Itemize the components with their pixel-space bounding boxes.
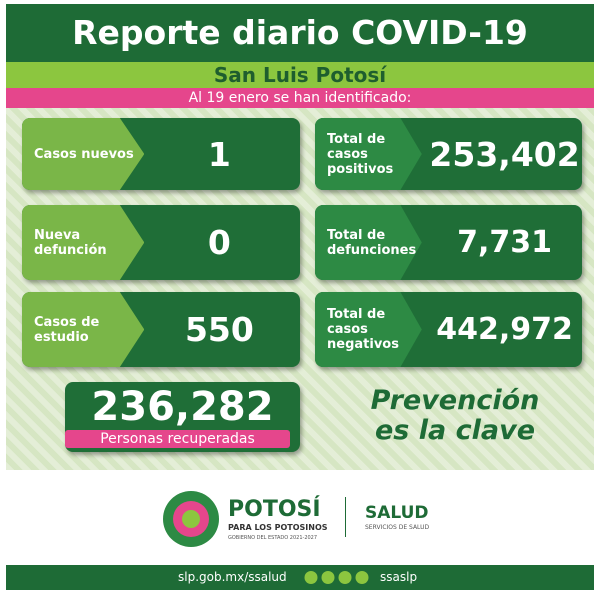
recovered-card: 236,282 Personas recuperadas bbox=[65, 382, 300, 452]
region: San Luis Potosí bbox=[6, 62, 594, 88]
logo-subtitle: PARA LOS POTOSINOS bbox=[228, 523, 328, 532]
website: slp.gob.mx/ssalud bbox=[178, 570, 287, 584]
card-value: 7,731 bbox=[457, 225, 553, 260]
title: Reporte diario COVID-19 bbox=[6, 4, 594, 62]
card-label: Total de defunciones bbox=[315, 205, 422, 280]
slogan-line: es la clave bbox=[374, 415, 536, 446]
agency-caption: SERVICIOS DE SALUD bbox=[365, 524, 430, 531]
card-label: Casos nuevos bbox=[22, 118, 145, 190]
recovered-value: 236,282 bbox=[91, 384, 274, 430]
card-label: Total de casos negativos bbox=[315, 292, 422, 367]
recovered-label: Personas recuperadas bbox=[65, 430, 290, 448]
card: Nueva defunción 0 bbox=[22, 205, 300, 280]
social-icons bbox=[304, 571, 369, 584]
footer-bar: slp.gob.mx/ssalud ssaslp bbox=[6, 565, 594, 590]
card: Casos de estudio 550 bbox=[22, 292, 300, 367]
agency: SALUD bbox=[365, 503, 429, 523]
card-value: 1 bbox=[207, 134, 231, 174]
logo-caption: GOBIERNO DEL ESTADO 2021-2027 bbox=[228, 535, 318, 541]
card-value: 0 bbox=[207, 223, 231, 262]
divider bbox=[345, 497, 346, 537]
state-emblem bbox=[163, 491, 219, 547]
slogan: Prevención es la clave bbox=[320, 386, 590, 446]
social-handle: ssaslp bbox=[380, 570, 418, 584]
card-label: Casos de estudio bbox=[22, 292, 145, 367]
card: Total de casos positivos 253,402 bbox=[315, 118, 582, 190]
logo-title: POTOSÍ bbox=[228, 497, 321, 522]
card-label: Nueva defunción bbox=[22, 205, 145, 280]
slogan-line: Prevención bbox=[370, 385, 540, 416]
card: Total de casos negativos 442,972 bbox=[315, 292, 582, 367]
card: Total de defunciones 7,731 bbox=[315, 205, 582, 280]
card-label: Total de casos positivos bbox=[315, 118, 422, 190]
date-line: Al 19 enero se han identificado: bbox=[6, 88, 594, 108]
card-value: 442,972 bbox=[436, 312, 573, 347]
card: Casos nuevos 1 bbox=[22, 118, 300, 190]
card-value: 550 bbox=[184, 310, 254, 349]
card-value: 253,402 bbox=[429, 134, 580, 174]
